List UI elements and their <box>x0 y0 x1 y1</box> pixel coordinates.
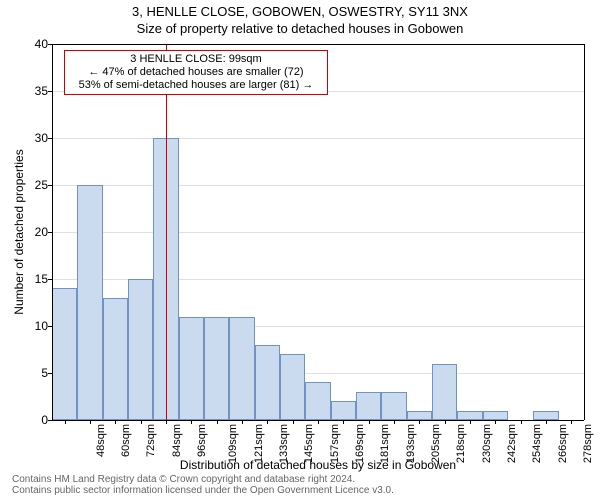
y-tick-mark <box>48 373 52 374</box>
y-tick-mark <box>48 326 52 327</box>
x-tick-mark <box>90 420 91 424</box>
x-tick-mark <box>571 420 572 424</box>
axis-right <box>584 44 585 420</box>
x-tick-mark <box>343 420 344 424</box>
x-tick-mark <box>267 420 268 424</box>
chart-subtitle: Size of property relative to detached ho… <box>0 19 600 36</box>
histogram-bar <box>331 401 356 420</box>
histogram-bar <box>229 317 254 420</box>
histogram-bar <box>204 317 229 420</box>
x-tick-mark <box>166 420 167 424</box>
footer-text: Contains HM Land Registry data © Crown c… <box>12 474 394 496</box>
x-tick-label: 60sqm <box>120 424 132 457</box>
histogram-bar <box>128 279 153 420</box>
histogram-bar <box>483 411 508 420</box>
histogram-bar <box>356 392 381 420</box>
y-tick-label: 0 <box>8 414 48 426</box>
y-tick-label: 40 <box>8 38 48 50</box>
y-tick-label: 35 <box>8 85 48 97</box>
x-tick-mark <box>242 420 243 424</box>
histogram-bar <box>255 345 280 420</box>
x-tick-mark <box>521 420 522 424</box>
callout-line3: 53% of semi-detached houses are larger (… <box>71 79 321 92</box>
histogram-bar <box>77 185 102 420</box>
x-tick-mark <box>369 420 370 424</box>
x-tick-mark <box>293 420 294 424</box>
plot-area <box>52 44 584 420</box>
y-tick-mark <box>48 185 52 186</box>
y-tick-mark <box>48 44 52 45</box>
callout-line1: 3 HENLLE CLOSE: 99sqm <box>71 53 321 66</box>
x-tick-label: 72sqm <box>145 424 157 457</box>
y-tick-mark <box>48 91 52 92</box>
x-tick-mark <box>115 420 116 424</box>
histogram-bar <box>457 411 482 420</box>
callout-line2: ← 47% of detached houses are smaller (72… <box>71 66 321 79</box>
footer-line2: Contains public sector information licen… <box>12 485 394 496</box>
x-tick-mark <box>470 420 471 424</box>
histogram-bar <box>179 317 204 420</box>
histogram-bar <box>381 392 406 420</box>
y-tick-label: 5 <box>8 367 48 379</box>
x-tick-label: 96sqm <box>196 424 208 457</box>
y-tick-label: 25 <box>8 179 48 191</box>
x-tick-mark <box>191 420 192 424</box>
callout-box: 3 HENLLE CLOSE: 99sqm ← 47% of detached … <box>64 50 328 95</box>
y-tick-label: 30 <box>8 132 48 144</box>
footer-line1: Contains HM Land Registry data © Crown c… <box>12 474 394 485</box>
histogram-bar <box>432 364 457 420</box>
x-axis-label: Distribution of detached houses by size … <box>52 458 584 472</box>
gridline <box>52 138 584 139</box>
histogram-bar <box>103 298 128 420</box>
x-tick-mark <box>419 420 420 424</box>
gridline <box>52 185 584 186</box>
chart-container: 3, HENLLE CLOSE, GOBOWEN, OSWESTRY, SY11… <box>0 0 600 500</box>
x-tick-mark <box>546 420 547 424</box>
x-tick-label: 48sqm <box>95 424 107 457</box>
histogram-bar <box>407 411 432 420</box>
histogram-bar <box>52 288 77 420</box>
histogram-bar <box>533 411 558 420</box>
histogram-bar <box>305 382 330 420</box>
reference-line <box>166 44 167 420</box>
x-tick-mark <box>217 420 218 424</box>
y-tick-label: 15 <box>8 273 48 285</box>
x-tick-mark <box>141 420 142 424</box>
x-tick-mark <box>445 420 446 424</box>
y-tick-mark <box>48 232 52 233</box>
axis-left <box>52 44 53 420</box>
histogram-bar <box>280 354 305 420</box>
x-tick-mark <box>394 420 395 424</box>
y-tick-mark <box>48 279 52 280</box>
axis-top <box>52 44 584 45</box>
y-tick-label: 20 <box>8 226 48 238</box>
x-tick-mark <box>495 420 496 424</box>
x-tick-label: 84sqm <box>171 424 183 457</box>
y-tick-mark <box>48 420 52 421</box>
y-tick-label: 10 <box>8 320 48 332</box>
x-tick-mark <box>65 420 66 424</box>
x-tick-mark <box>318 420 319 424</box>
chart-title: 3, HENLLE CLOSE, GOBOWEN, OSWESTRY, SY11… <box>0 0 600 19</box>
y-tick-mark <box>48 138 52 139</box>
gridline <box>52 232 584 233</box>
